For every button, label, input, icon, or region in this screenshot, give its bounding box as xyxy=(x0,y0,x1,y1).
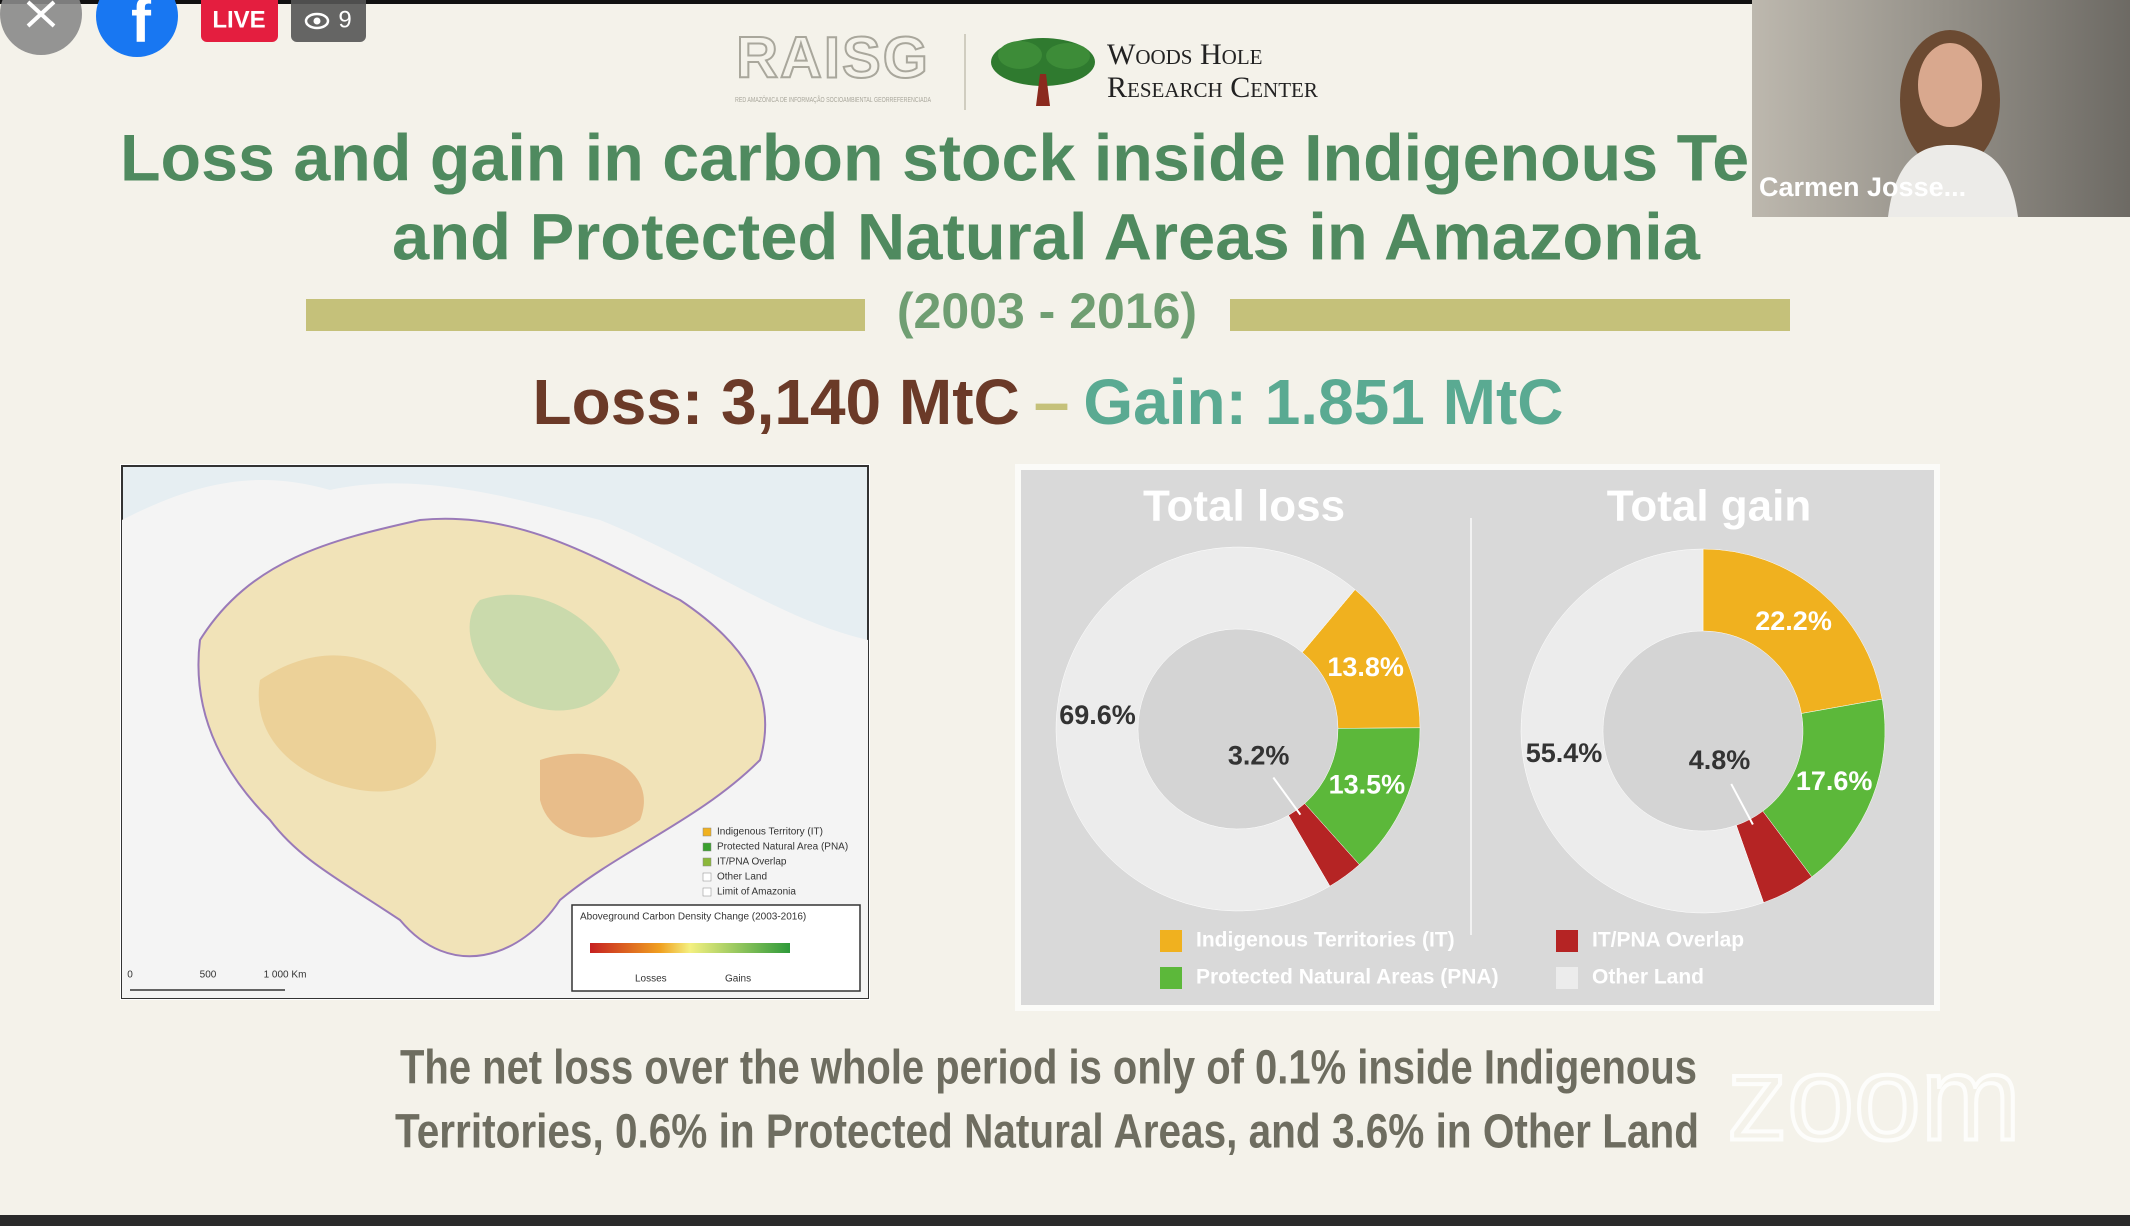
map-amazonia xyxy=(197,517,767,958)
map-legend-label: Indigenous Territory (IT) xyxy=(717,827,823,838)
data-label: 22.2% xyxy=(1755,606,1832,636)
facebook-button[interactable] xyxy=(96,0,178,57)
slide-title: Loss and gain in carbon stock inside Ind… xyxy=(120,120,2000,194)
map-legend: Indigenous Territory (IT) Protected Natur… xyxy=(127,827,848,985)
map-patch xyxy=(469,594,620,711)
whrc-logo-line: Research Center xyxy=(1107,71,1318,104)
map-distance-label: 500 xyxy=(200,970,217,981)
legend-swatch xyxy=(1160,930,1182,952)
person-coat xyxy=(1888,145,2018,217)
map-patch xyxy=(258,655,437,792)
map-legend-swatch xyxy=(702,827,712,837)
map-legend-label: IT/PNA Overlap xyxy=(717,857,787,868)
map-legend-swatch xyxy=(702,857,712,867)
data-label: 17.6% xyxy=(1796,766,1873,796)
webcam-tile: Carmen Josse... xyxy=(1752,0,2130,217)
map-legend-label: Limit of Amazonia xyxy=(717,887,796,898)
map-patch xyxy=(540,753,644,838)
chart-title: Total gain xyxy=(1607,482,1812,531)
map-distance-label: 0 xyxy=(127,970,133,981)
data-label: 13.5% xyxy=(1329,769,1406,799)
loss-gain-line: Loss: 3,140 MtC – Gain: 1.851 MtC xyxy=(533,366,1564,438)
title-bar xyxy=(1230,299,1790,331)
donut-charts: Total loss 13.8% 13.5% 3.2% 69.6% Total gain 2… xyxy=(1055,482,1886,989)
period: (2003 - 2016) xyxy=(897,283,1197,339)
legend-label: Protected Natural Areas (PNA) xyxy=(1196,966,1499,989)
loss-total: Loss: 3,140 MtC xyxy=(533,366,1020,438)
map-legend-swatch xyxy=(702,842,712,852)
donut-segment xyxy=(1520,548,1764,914)
bottom-edge xyxy=(0,1215,2130,1226)
legend-label: Other Land xyxy=(1592,966,1704,989)
data-label: 13.8% xyxy=(1327,652,1404,682)
leader-line xyxy=(1730,783,1754,825)
title-bar xyxy=(306,299,865,331)
data-label: 55.4% xyxy=(1526,738,1603,768)
footnote: The net loss over the whole period is on… xyxy=(400,1042,1697,1095)
map-legend-label: Other Land xyxy=(717,872,767,883)
map-legend-label: Protected Natural Area (PNA) xyxy=(717,842,848,853)
leader-line xyxy=(1272,776,1302,816)
eye-icon xyxy=(304,12,330,30)
close-button[interactable] xyxy=(0,0,82,55)
map-legend-swatch xyxy=(702,887,712,897)
data-label: 69.6% xyxy=(1059,700,1136,730)
close-icon xyxy=(26,0,56,28)
chart-title: Total loss xyxy=(1143,482,1345,531)
legend-label: Indigenous Territories (IT) xyxy=(1196,929,1455,952)
map-scale-bar xyxy=(590,943,790,953)
map-scale-label: Gains xyxy=(725,974,751,985)
map-scale-title: Aboveground Carbon Density Change (2003-… xyxy=(580,912,806,923)
separator: – xyxy=(1034,366,1070,438)
slide-title: and Protected Natural Areas in Amazonia xyxy=(392,199,1701,273)
donut-segment xyxy=(1055,546,1356,912)
donut-segment xyxy=(1702,548,1883,714)
eye-pupil xyxy=(313,17,321,25)
tree-icon xyxy=(991,38,1095,106)
legend-label: IT/PNA Overlap xyxy=(1592,929,1744,952)
data-label: 3.2% xyxy=(1228,740,1290,770)
legend-swatch xyxy=(1160,967,1182,989)
map-distance-label: 1 000 Km xyxy=(264,970,307,981)
donut-hole xyxy=(1603,631,1803,831)
map xyxy=(120,464,870,1000)
footnote: Territories, 0.6% in Protected Natural A… xyxy=(395,1106,1699,1159)
zoom-watermark: zoom xyxy=(1727,1032,2020,1166)
whrc-logo-line: Woods Hole xyxy=(1107,38,1262,71)
donut-hole xyxy=(1138,629,1338,829)
viewer-count: 9 xyxy=(338,6,351,33)
map-legend-swatch xyxy=(702,872,712,882)
legend-swatch xyxy=(1556,967,1578,989)
map-scale-label: Losses xyxy=(635,974,667,985)
legend-swatch xyxy=(1556,930,1578,952)
facebook-icon: f xyxy=(131,0,152,55)
top-edge xyxy=(0,0,2130,4)
raisg-subtitle: RED AMAZÔNICA DE INFORMAÇÃO SOCIOAMBIENT… xyxy=(735,95,931,104)
raisg-logo: RAISG xyxy=(736,25,930,90)
live-badge xyxy=(201,0,278,42)
data-label: 4.8% xyxy=(1689,745,1751,775)
gain-total: Gain: 1.851 MtC xyxy=(1083,366,1563,438)
live-label: LIVE xyxy=(212,6,265,33)
participant-name: Carmen Josse... xyxy=(1759,172,1966,202)
person-face xyxy=(1918,43,1982,127)
